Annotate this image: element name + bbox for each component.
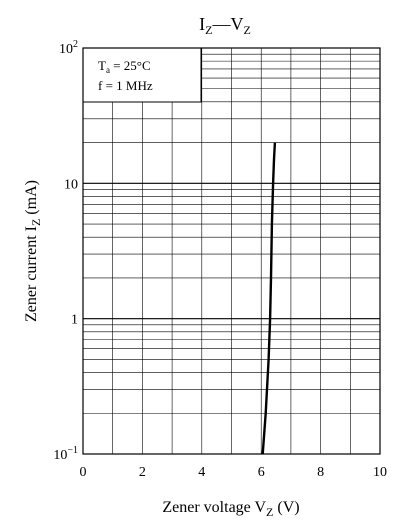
x-tick-label: 8: [317, 465, 324, 480]
x-axis-label: Zener voltage VZ (V): [162, 499, 299, 519]
title-dash: —: [212, 14, 232, 34]
y-label-sub: Z: [29, 219, 43, 226]
chart-title: IZ—VZ: [199, 14, 251, 37]
title-i: I: [199, 14, 205, 34]
x-tick-label: 0: [80, 465, 87, 480]
tick-labels: 0 2 4 6 8 10 10−1 1 10 102: [53, 39, 387, 480]
title-i-sub: Z: [205, 23, 212, 37]
y-tick-label: 102: [59, 39, 78, 57]
y-axis-label: Zener current IZ (mA): [23, 180, 43, 322]
conditions-box: [82, 47, 202, 103]
condition-ta-rest: = 25°C: [110, 58, 151, 73]
condition-ta-sub: a: [106, 65, 110, 75]
x-tick-label: 10: [373, 465, 387, 480]
y-tick-label: 10: [64, 177, 78, 192]
x-label-main: Zener voltage V: [162, 499, 266, 516]
condition-ta: Ta = 25°C: [98, 58, 151, 75]
series-line: [261, 142, 277, 455]
condition-ta-main: T: [98, 58, 106, 73]
plot-frame: [82, 47, 381, 455]
title-v-sub: Z: [244, 23, 251, 37]
title-v: V: [231, 14, 244, 34]
x-tick-label: 6: [258, 465, 265, 480]
grid: [83, 48, 380, 454]
x-label-sub: Z: [266, 505, 273, 519]
x-tick-label: 4: [198, 465, 205, 480]
x-label-unit: (V): [273, 499, 299, 516]
y-tick-label: 1: [71, 313, 78, 328]
y-label-unit: (mA): [23, 180, 40, 219]
x-tick-label: 2: [139, 465, 146, 480]
series: [261, 142, 277, 455]
y-tick-label: 10−1: [53, 445, 78, 463]
y-label-main: Zener current I: [23, 226, 40, 322]
condition-freq: f = 1 MHz: [98, 78, 153, 93]
